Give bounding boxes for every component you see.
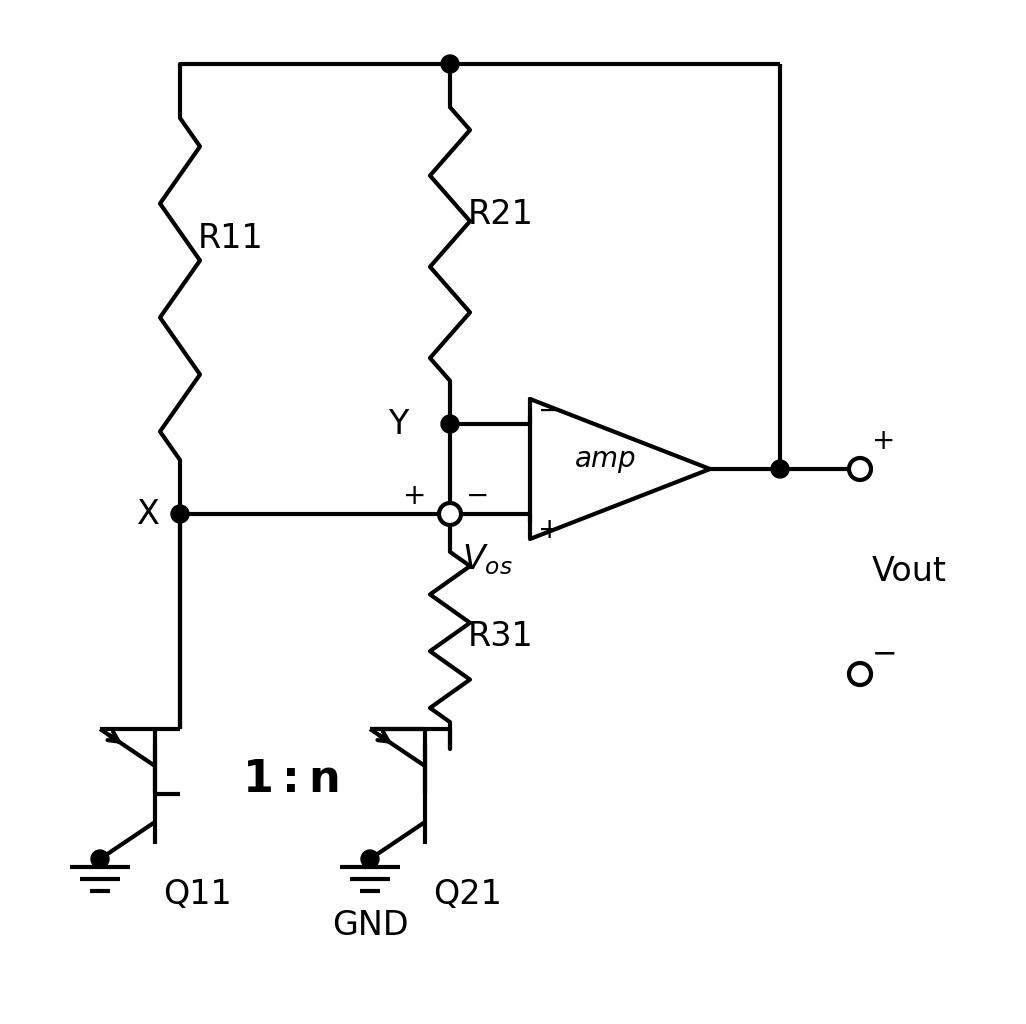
Text: Y: Y: [388, 408, 408, 440]
Circle shape: [441, 415, 459, 433]
Text: $\mathbf{1{:}n}$: $\mathbf{1{:}n}$: [242, 758, 339, 801]
Text: amp: amp: [575, 445, 636, 473]
Text: GND: GND: [331, 909, 408, 942]
Circle shape: [441, 55, 459, 73]
Text: +: +: [403, 482, 427, 510]
Text: R21: R21: [468, 198, 534, 230]
Circle shape: [771, 460, 789, 478]
Text: −: −: [872, 640, 898, 669]
Text: R31: R31: [468, 621, 534, 653]
Text: Vout: Vout: [872, 555, 947, 588]
Text: +: +: [872, 427, 896, 455]
Circle shape: [849, 458, 871, 480]
Text: −: −: [539, 397, 561, 425]
Circle shape: [361, 850, 379, 868]
Circle shape: [439, 503, 461, 525]
Text: R11: R11: [198, 222, 264, 256]
Text: Q11: Q11: [163, 878, 232, 910]
Text: $V_{os}$: $V_{os}$: [462, 542, 513, 577]
Text: Q21: Q21: [433, 878, 502, 910]
Text: −: −: [467, 482, 489, 510]
Circle shape: [171, 505, 189, 523]
Circle shape: [91, 850, 109, 868]
Text: X: X: [137, 498, 160, 530]
Circle shape: [849, 663, 871, 685]
Text: +: +: [539, 516, 561, 544]
